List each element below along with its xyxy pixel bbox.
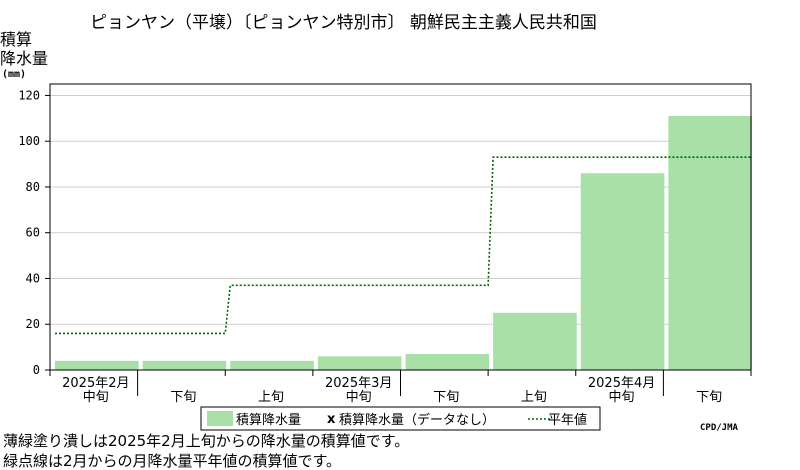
- y-tick-label: 60: [26, 226, 40, 240]
- legend-label-normal: 平年値: [548, 412, 587, 428]
- y-axis-label-line2: 降水量: [0, 49, 48, 68]
- x-tick-label: 上旬: [258, 390, 284, 405]
- chart-title: ピョンヤン（平壌）〔ピョンヤン特別市〕 朝鮮民主主義人民共和国: [90, 13, 597, 33]
- precip-bar: [405, 353, 490, 370]
- legend-label-nodata: 積算降水量（データなし）: [339, 412, 495, 428]
- cumulative-precipitation-area: [55, 116, 752, 370]
- y-tick-label: 100: [18, 134, 40, 148]
- x-tick-label: 上旬: [521, 390, 547, 405]
- x-tick-label: 下旬: [170, 390, 196, 405]
- legend-label-precip: 積算降水量: [236, 413, 301, 428]
- x-tick-label: 中旬: [346, 390, 372, 405]
- legend-swatch-precip: [207, 411, 233, 426]
- normal-value-line: [55, 156, 751, 335]
- y-axis-label-unit: (mm): [2, 69, 26, 80]
- y-tick-label: 20: [26, 317, 40, 331]
- x-tick-label: 下旬: [696, 390, 722, 405]
- caption-line-1: 薄緑塗り潰しは2025年2月上旬からの降水量の積算値です。: [3, 432, 409, 450]
- x-tick-label: 中旬: [83, 390, 109, 405]
- x-axis: 中旬 下旬 上旬 中旬 下旬 上旬 中旬 下旬 2025年2月 2025年3月 2025年4月: [49, 370, 752, 405]
- month-label: 2025年3月: [325, 376, 392, 391]
- legend: 積算降水量 x 積算降水量（データなし） 平年値: [200, 406, 601, 431]
- legend-marker-nodata: x: [327, 412, 336, 427]
- y-tick-label: 80: [26, 180, 40, 194]
- y-tick-label: 120: [18, 88, 40, 102]
- precip-bar: [55, 360, 139, 370]
- legend-box: [200, 406, 601, 431]
- precip-bar: [668, 116, 752, 370]
- precip-bar: [230, 360, 314, 370]
- credit: CPD/JMA: [700, 423, 739, 433]
- caption-line-2: 緑点線は2月からの月降水量平年値の積算値です。: [3, 452, 341, 470]
- month-label: 2025年4月: [588, 376, 655, 391]
- x-tick-label: 中旬: [609, 390, 635, 405]
- y-axis-label-line1: 積算: [0, 30, 32, 49]
- precip-bar: [580, 173, 665, 370]
- y-tick-label: 0: [33, 363, 40, 377]
- y-axis: 0 20 40 60 80 100 120: [18, 88, 50, 377]
- precip-bar: [142, 360, 227, 370]
- precip-bar: [317, 356, 402, 370]
- precip-bar: [493, 312, 577, 370]
- x-tick-label: 下旬: [433, 390, 459, 405]
- month-label: 2025年2月: [62, 376, 129, 391]
- y-tick-label: 40: [26, 271, 40, 285]
